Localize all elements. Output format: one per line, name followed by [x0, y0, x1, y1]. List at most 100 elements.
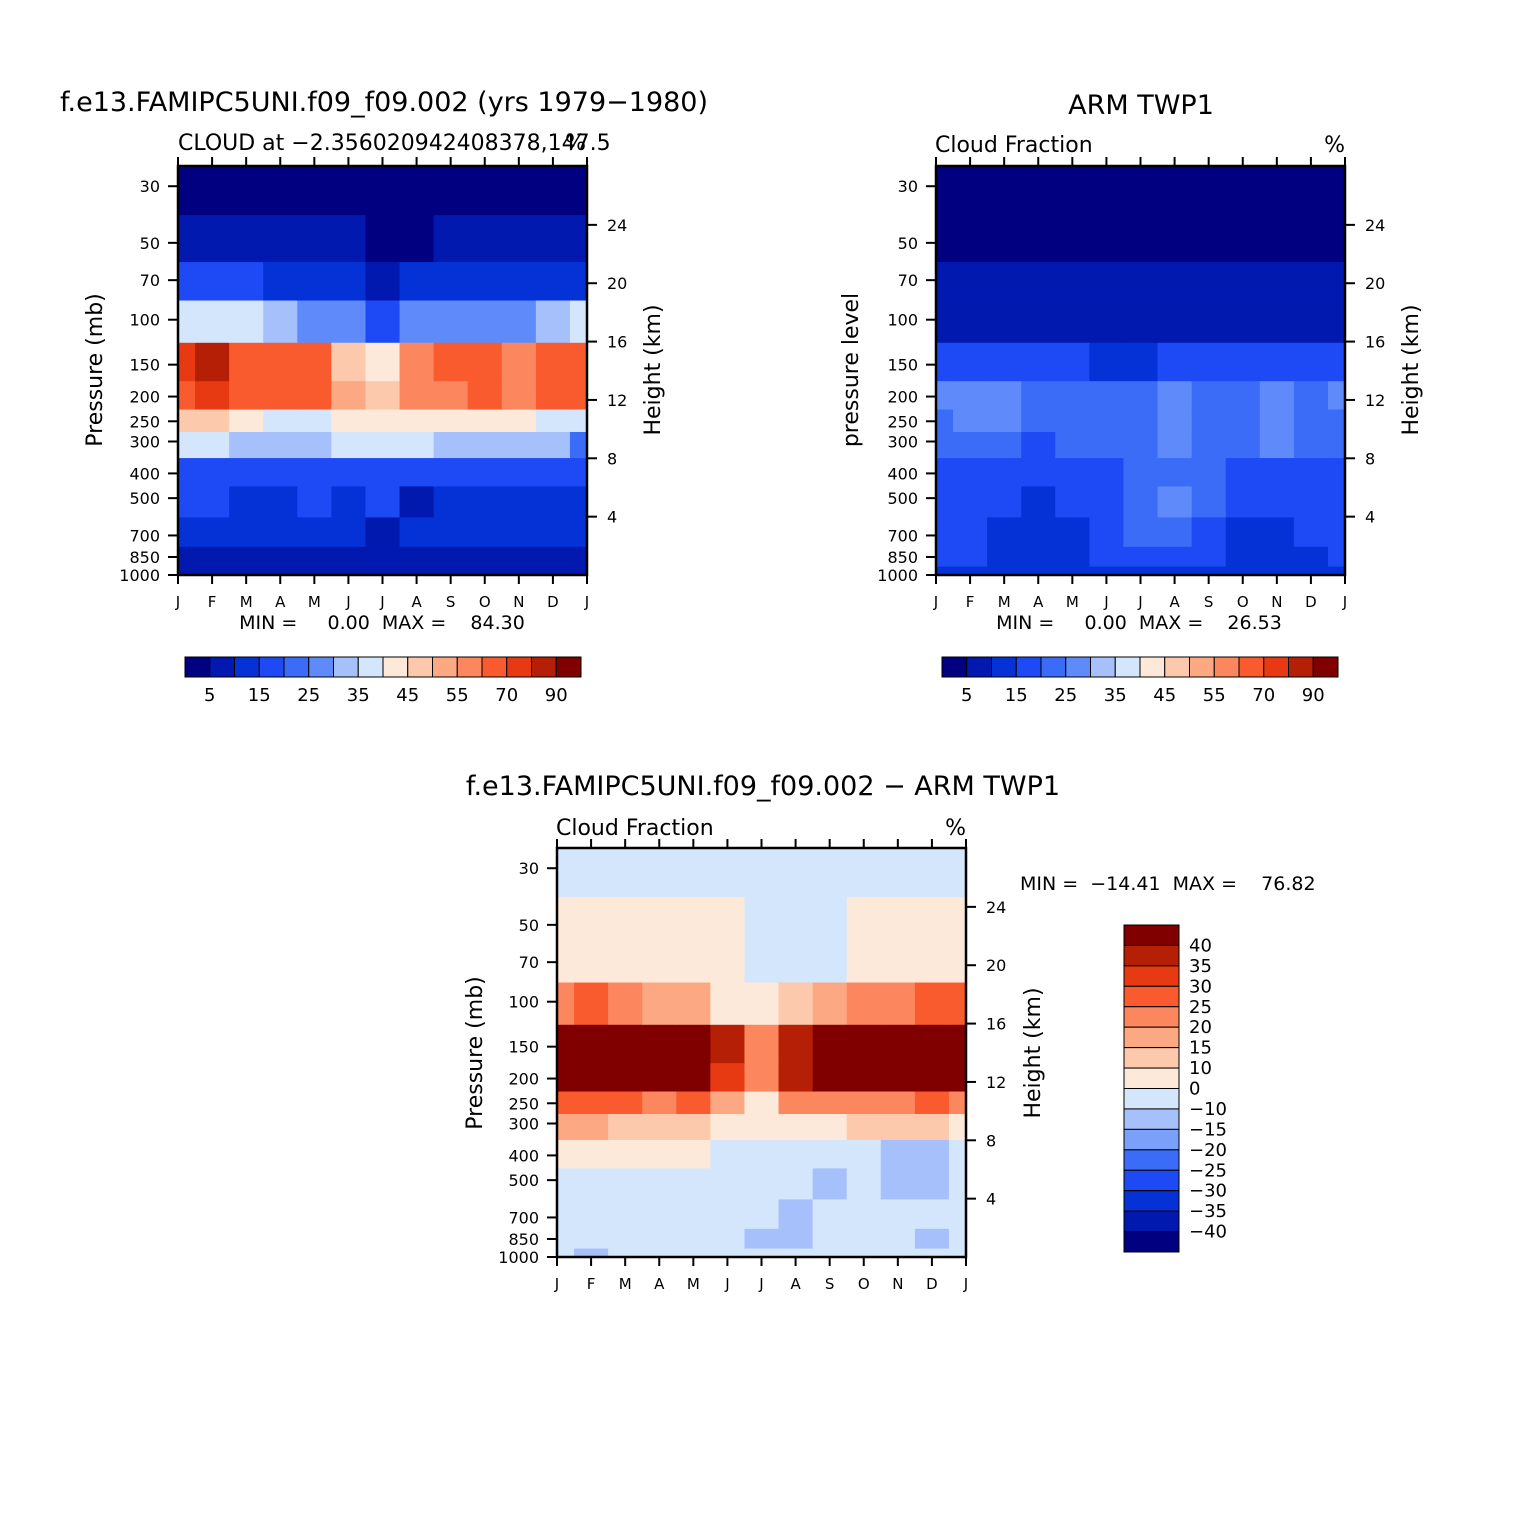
heat-cell — [178, 166, 196, 216]
heat-cell — [331, 457, 367, 487]
heat-cell — [229, 431, 264, 459]
heat-cell — [535, 380, 571, 410]
y-tick-label: 700 — [508, 1208, 539, 1227]
heat-cell — [501, 565, 537, 576]
heat-cell — [953, 214, 988, 263]
y-tick-label: 30 — [519, 859, 539, 878]
heat-cell — [229, 380, 264, 410]
heat-cell — [1055, 485, 1090, 518]
heat-cell — [744, 981, 780, 1025]
heat-cell — [399, 408, 435, 433]
heat-cell — [535, 431, 571, 459]
colorbar-swatch — [184, 656, 211, 678]
heat-cell — [744, 1139, 780, 1169]
colorbar-swatch — [308, 656, 334, 678]
y-tick-label: 500 — [508, 1171, 539, 1190]
heat-cell — [569, 457, 588, 487]
colorbar-label: 30 — [1189, 976, 1212, 997]
heat-cell — [1021, 457, 1056, 487]
heat-cell — [1089, 565, 1125, 576]
heat-cell — [1055, 408, 1090, 433]
minmax-model: MIN = 0.00 MAX = 84.30 — [239, 612, 525, 634]
heat-cell — [1157, 485, 1193, 518]
y-tick-label: 70 — [898, 271, 918, 290]
heat-cell — [467, 380, 503, 410]
ylabel-right-obs: Height (km) — [1399, 304, 1424, 435]
heat-cell — [987, 408, 1022, 433]
colorbar-swatch — [1139, 656, 1166, 678]
heat-cell — [557, 1062, 575, 1092]
colorbar-swatch — [1123, 965, 1180, 987]
heat-cell — [1123, 565, 1159, 576]
y-tick-label: 200 — [508, 1070, 539, 1089]
plot-cells-model — [178, 166, 588, 576]
heat-cell — [1021, 408, 1056, 433]
heat-cell — [936, 431, 954, 459]
heat-cell — [297, 431, 332, 459]
heat-cell — [1225, 565, 1261, 576]
heat-cell — [467, 214, 503, 263]
y-tick-label: 250 — [129, 412, 160, 431]
heat-cell — [1089, 261, 1125, 301]
heat-cell — [501, 261, 537, 301]
colorbar-swatch — [1123, 1210, 1180, 1233]
heat-cell — [846, 1247, 882, 1258]
colorbar-swatch — [481, 656, 508, 678]
x-tick-label: S — [446, 593, 456, 611]
heat-cell — [642, 943, 677, 983]
heat-cell — [263, 380, 298, 410]
heat-cell — [1225, 261, 1261, 301]
heat-cell — [608, 1113, 643, 1141]
heat-cell — [229, 565, 264, 576]
heat-cell — [1089, 408, 1125, 433]
heat-cell — [1055, 546, 1090, 567]
heat-cell — [936, 457, 954, 487]
heat-cell — [331, 516, 367, 547]
heat-cell — [1055, 380, 1090, 410]
colorbar-swatch — [1114, 656, 1141, 678]
heat-cell — [178, 431, 196, 459]
heat-cell — [399, 565, 435, 576]
heat-cell — [1021, 485, 1056, 518]
heat-cell — [557, 981, 575, 1025]
heat-cell — [914, 1247, 950, 1258]
colorbar-swatch — [506, 656, 532, 678]
colorbar-swatch — [1123, 985, 1180, 1008]
heat-cell — [1225, 214, 1261, 263]
heat-cell — [297, 565, 332, 576]
heat-cell — [676, 1247, 711, 1258]
heat-cell — [263, 457, 298, 487]
heat-cell — [569, 408, 588, 433]
colorbar-label: 90 — [545, 685, 568, 706]
heat-cell — [501, 342, 537, 382]
heat-cell — [744, 943, 780, 983]
height-tick-label: 20 — [1365, 274, 1385, 293]
heat-cell — [880, 1228, 916, 1249]
heat-cell — [778, 1113, 814, 1141]
colorbar-swatch — [1090, 656, 1116, 678]
heat-cell — [953, 408, 988, 433]
heat-cell — [642, 1247, 677, 1258]
x-tick-label: A — [411, 593, 422, 611]
heat-cell — [1055, 214, 1090, 263]
y-tick-label: 150 — [887, 356, 918, 375]
heat-cell — [535, 516, 571, 547]
heat-cell — [433, 431, 469, 459]
heat-cell — [1089, 380, 1125, 410]
heat-cell — [1157, 299, 1193, 343]
heat-cell — [1293, 408, 1329, 433]
heat-cell — [1123, 408, 1159, 433]
heat-cell — [1021, 261, 1056, 301]
heat-cell — [1327, 408, 1346, 433]
x-tick-label: N — [892, 1275, 903, 1293]
heat-cell — [1021, 342, 1056, 382]
heat-cell — [948, 943, 967, 983]
heat-cell — [178, 214, 196, 263]
heat-cell — [846, 1139, 882, 1169]
heat-cell — [1259, 261, 1295, 301]
heat-cell — [676, 981, 711, 1025]
heat-cell — [953, 485, 988, 518]
heat-cell — [812, 1062, 848, 1092]
heat-cell — [948, 1062, 967, 1092]
